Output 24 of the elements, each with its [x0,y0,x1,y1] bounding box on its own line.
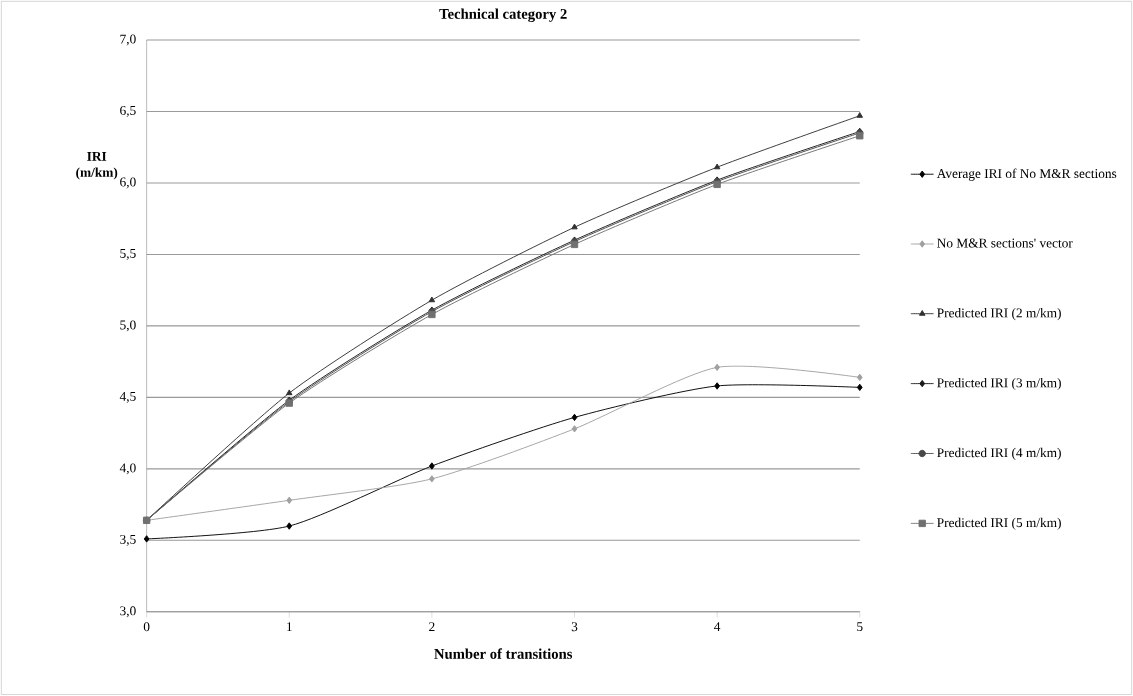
legend-label: Predicted IRI (5 m/km) [937,517,1061,530]
y-tick-label: 4,0 [119,463,136,475]
y-tick-label: 3,5 [120,535,136,546]
y-tick-label: 7,0 [120,34,136,46]
x-tick-label: 2 [429,622,435,632]
legend-label: Predicted IRI (3 m/km) [937,378,1061,391]
x-tick-label: 5 [857,622,863,632]
y-tick-label: 3,0 [120,606,136,618]
legend-label: No M&R sections' vector [937,238,1073,248]
y-axis-title: IRI (m/km) [76,152,118,180]
y-tick-label: 4,5 [119,392,136,403]
y-tick-label: 6,0 [120,177,136,189]
y-tick-label: 5,5 [120,249,136,260]
x-tick-label: 3 [571,622,578,632]
legend-label: Average IRI of No M&R sections [936,168,1117,181]
x-tick-label: 0 [143,622,150,632]
chart-title: Technical category 2 [439,8,567,23]
y-tick-label: 6,5 [120,106,136,117]
x-tick-label: 1 [287,622,292,632]
legend-label: Predicted IRI (2 m/km) [937,308,1061,321]
x-axis-title: Number of transitions [434,648,573,659]
x-tick-label: 4 [714,622,721,632]
y-tick-label: 5,0 [120,320,136,332]
legend-label: Predicted IRI (4 m/km) [937,447,1061,461]
